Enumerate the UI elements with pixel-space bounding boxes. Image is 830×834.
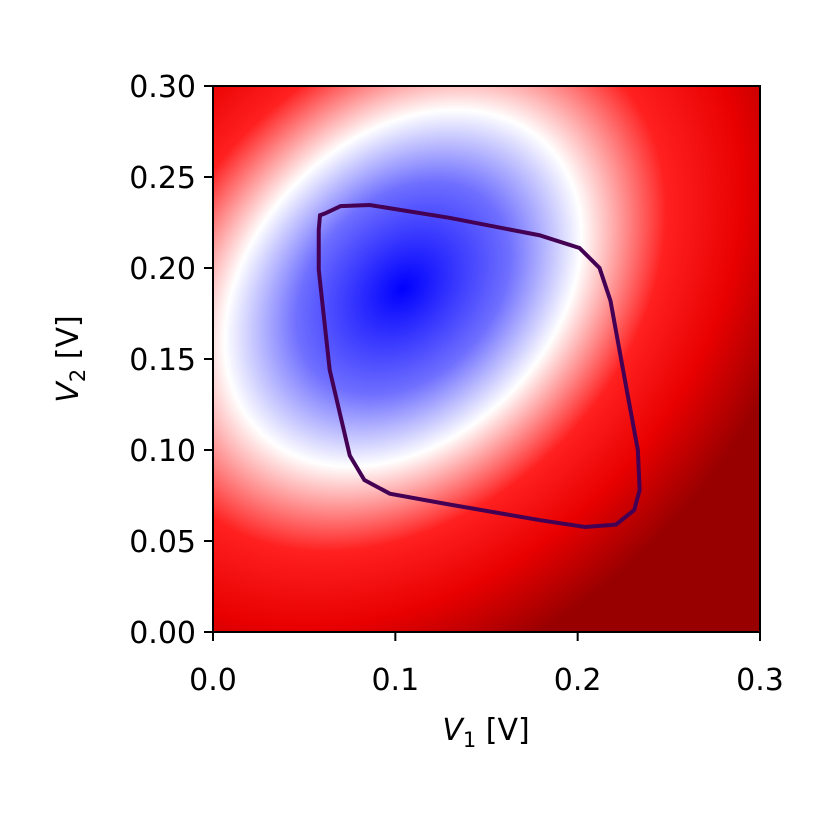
y-label-unit: [V] [51, 315, 86, 368]
x-tick-label: 0.1 [371, 663, 419, 698]
y-tick-label: 0.10 [129, 434, 196, 469]
y-tick-label: 0.20 [129, 252, 196, 287]
x-label-unit: [V] [476, 713, 529, 748]
y-label-sub: 2 [66, 369, 90, 382]
y-tick-label: 0.25 [129, 161, 196, 196]
x-tick-label: 0.3 [736, 663, 784, 698]
heatmap-field [213, 86, 760, 632]
y-label-var: V [51, 380, 86, 403]
contour-line [316, 203, 642, 529]
x-tick-label: 0.0 [189, 663, 237, 698]
x-tick-label: 0.2 [554, 663, 602, 698]
x-label-var: V [442, 713, 465, 748]
y-tick-label: 0.15 [129, 343, 196, 378]
x-axis-label: V1 [V] [442, 713, 529, 752]
x-label-sub: 1 [463, 728, 476, 752]
y-tick-label: 0.05 [129, 525, 196, 560]
y-axis-label: V2 [V] [51, 315, 90, 402]
y-tick-label: 0.30 [129, 70, 196, 105]
y-tick-label: 0.00 [129, 616, 196, 651]
